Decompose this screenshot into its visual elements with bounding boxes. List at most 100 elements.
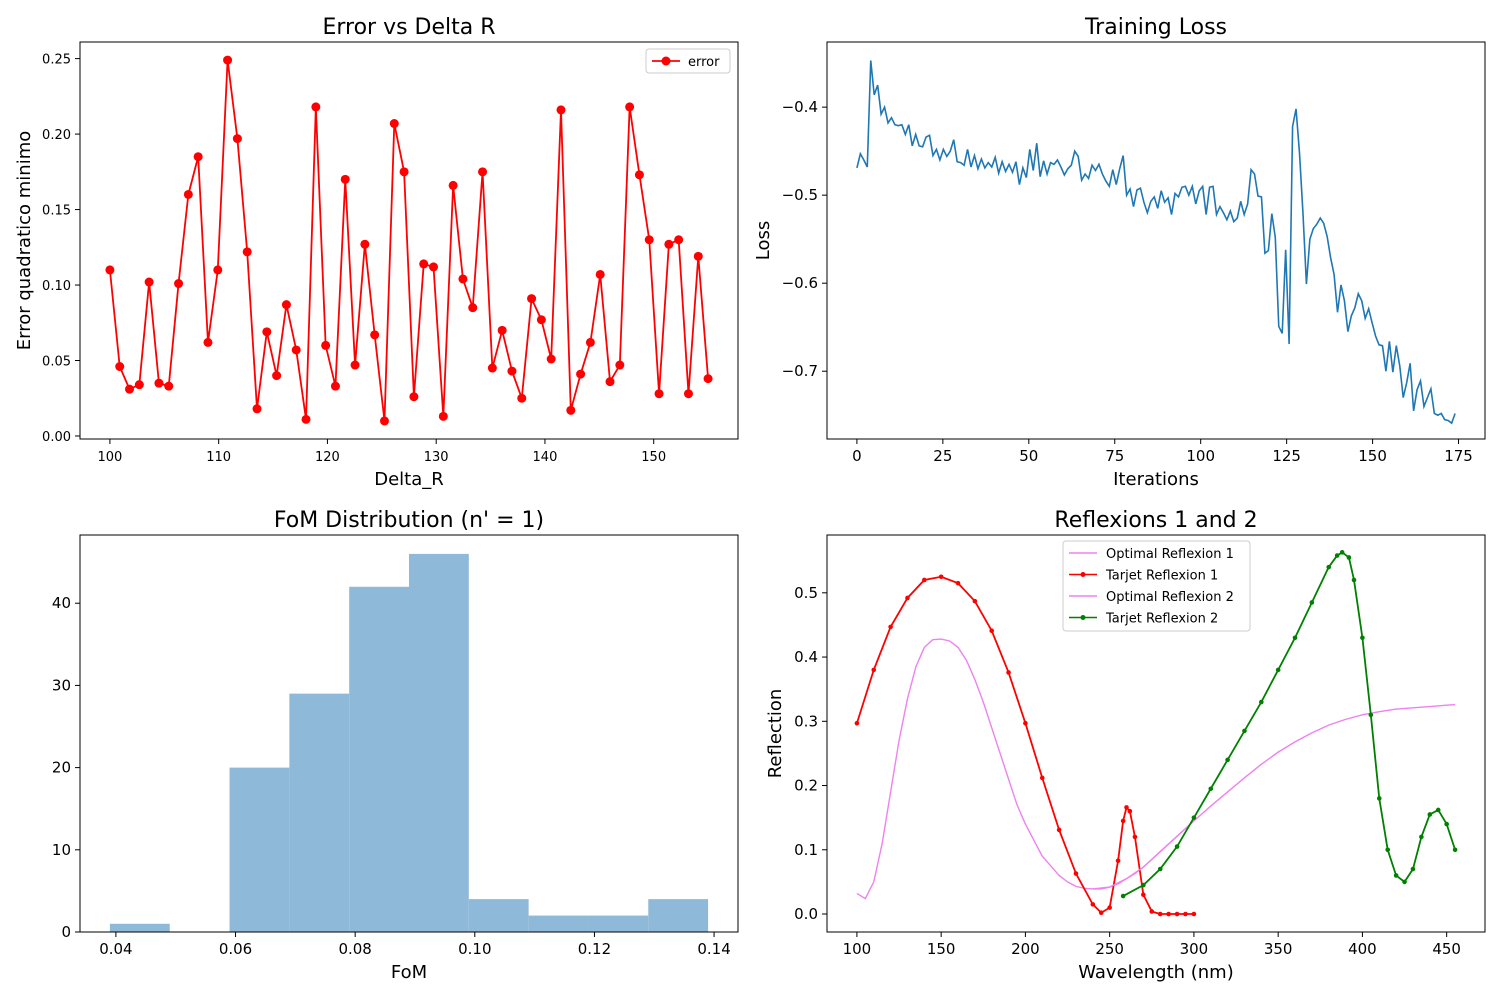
x-tick-label: 75 [1105, 447, 1124, 465]
y-tick-label: 0.2 [794, 777, 818, 795]
x-tick-label: 350 [1264, 940, 1293, 958]
data-point [232, 134, 242, 144]
data-point [458, 274, 468, 284]
data-point [654, 389, 664, 399]
data-point [105, 265, 115, 275]
chart-panel-4: Reflexions 1 and 2 100 150 200 250 300 350 400 4… [765, 508, 1486, 983]
data-point [360, 239, 370, 249]
histogram-bar [109, 923, 170, 932]
legend-label: error [688, 55, 720, 70]
y-tick-label: −0.4 [782, 98, 818, 116]
data-point [546, 354, 556, 364]
data-point [330, 381, 340, 391]
x-axis-label: Delta_R [374, 469, 444, 490]
data-point [527, 294, 537, 304]
data-point [1275, 667, 1281, 673]
x-axis-label: FoM [391, 962, 427, 983]
histogram-bar [588, 915, 649, 932]
plot-frame [826, 534, 1486, 933]
x-tick-label: 200 [1011, 940, 1040, 958]
histogram-bar [528, 915, 589, 932]
data-point [693, 251, 703, 261]
data-point [1376, 796, 1382, 801]
data-point [1208, 786, 1214, 792]
data-point [625, 102, 635, 112]
data-point [1183, 911, 1188, 917]
data-point [399, 167, 409, 177]
data-point [1090, 902, 1096, 907]
data-point [585, 337, 595, 347]
data-point [1141, 892, 1146, 898]
data-point [1368, 712, 1374, 718]
data-point [1360, 635, 1365, 641]
x-tick-label: 300 [1180, 940, 1209, 958]
y-tick-label: 30 [52, 676, 71, 694]
histogram-bar [349, 586, 409, 932]
data-point [1225, 757, 1230, 763]
data-point [1141, 882, 1146, 888]
data-point [164, 381, 174, 391]
data-point [1191, 911, 1197, 917]
x-tick-label: 0.14 [697, 940, 730, 958]
data-point [497, 325, 507, 335]
data-point [1157, 866, 1163, 872]
data-point [429, 262, 439, 272]
data-point [448, 180, 458, 190]
data-point [1073, 871, 1079, 876]
data-point [1292, 635, 1298, 641]
x-tick-label: 250 [1095, 940, 1124, 958]
data-point [972, 598, 978, 604]
data-point [1039, 775, 1045, 781]
data-point [1259, 699, 1264, 705]
data-point [409, 392, 419, 402]
chart-title: Reflexions 1 and 2 [1054, 508, 1257, 533]
x-tick-label: 120 [315, 450, 340, 465]
data-point [125, 384, 135, 394]
data-point [1115, 858, 1121, 863]
y-tick-label: 0.15 [42, 204, 71, 219]
histogram-bar [409, 553, 469, 932]
series-line-1 [856, 638, 1195, 900]
plot-frame [826, 41, 1486, 440]
legend-marker [1080, 615, 1086, 620]
data-point [1120, 893, 1126, 899]
data-point [1351, 577, 1357, 583]
y-tick-label: 0.4 [794, 648, 818, 666]
histogram-bar [468, 899, 529, 932]
data-point [242, 247, 252, 257]
chart-panel-1: Error vs Delta R 100 110 120 130 140 150 0.00 0.… [14, 15, 739, 490]
data-point [905, 595, 910, 601]
y-tick-label: 0.10 [42, 279, 71, 294]
histogram-bar [289, 693, 350, 932]
data-point [507, 366, 517, 376]
chart-title: Training Loss [1084, 15, 1227, 40]
data-point [321, 340, 331, 350]
chart-title: FoM Distribution (n' = 1) [274, 508, 544, 533]
series-line-1 [856, 60, 1456, 425]
histogram-bar [648, 899, 709, 932]
data-point [938, 574, 944, 580]
x-tick-label: 150 [641, 450, 666, 465]
data-point [595, 269, 605, 279]
x-tick-label: 0.08 [338, 940, 371, 958]
data-point [223, 55, 233, 65]
x-tick-label: 125 [1272, 447, 1301, 465]
x-axis-label: Wavelength (nm) [1078, 962, 1234, 983]
data-point [854, 720, 860, 726]
x-tick-label: 50 [1019, 447, 1038, 465]
data-point [1393, 873, 1399, 878]
y-tick-label: 0.25 [42, 53, 71, 68]
y-tick-label: 20 [52, 759, 71, 777]
data-point [566, 405, 576, 415]
data-point [989, 628, 995, 634]
data-point [1444, 821, 1449, 827]
data-point [1410, 866, 1416, 872]
data-point [1174, 911, 1180, 917]
x-tick-label: 100 [843, 940, 872, 958]
data-point [301, 414, 311, 424]
x-tick-label: 0.04 [99, 940, 132, 958]
data-point [419, 259, 429, 269]
x-tick-label: 130 [424, 450, 449, 465]
data-point [203, 337, 213, 347]
